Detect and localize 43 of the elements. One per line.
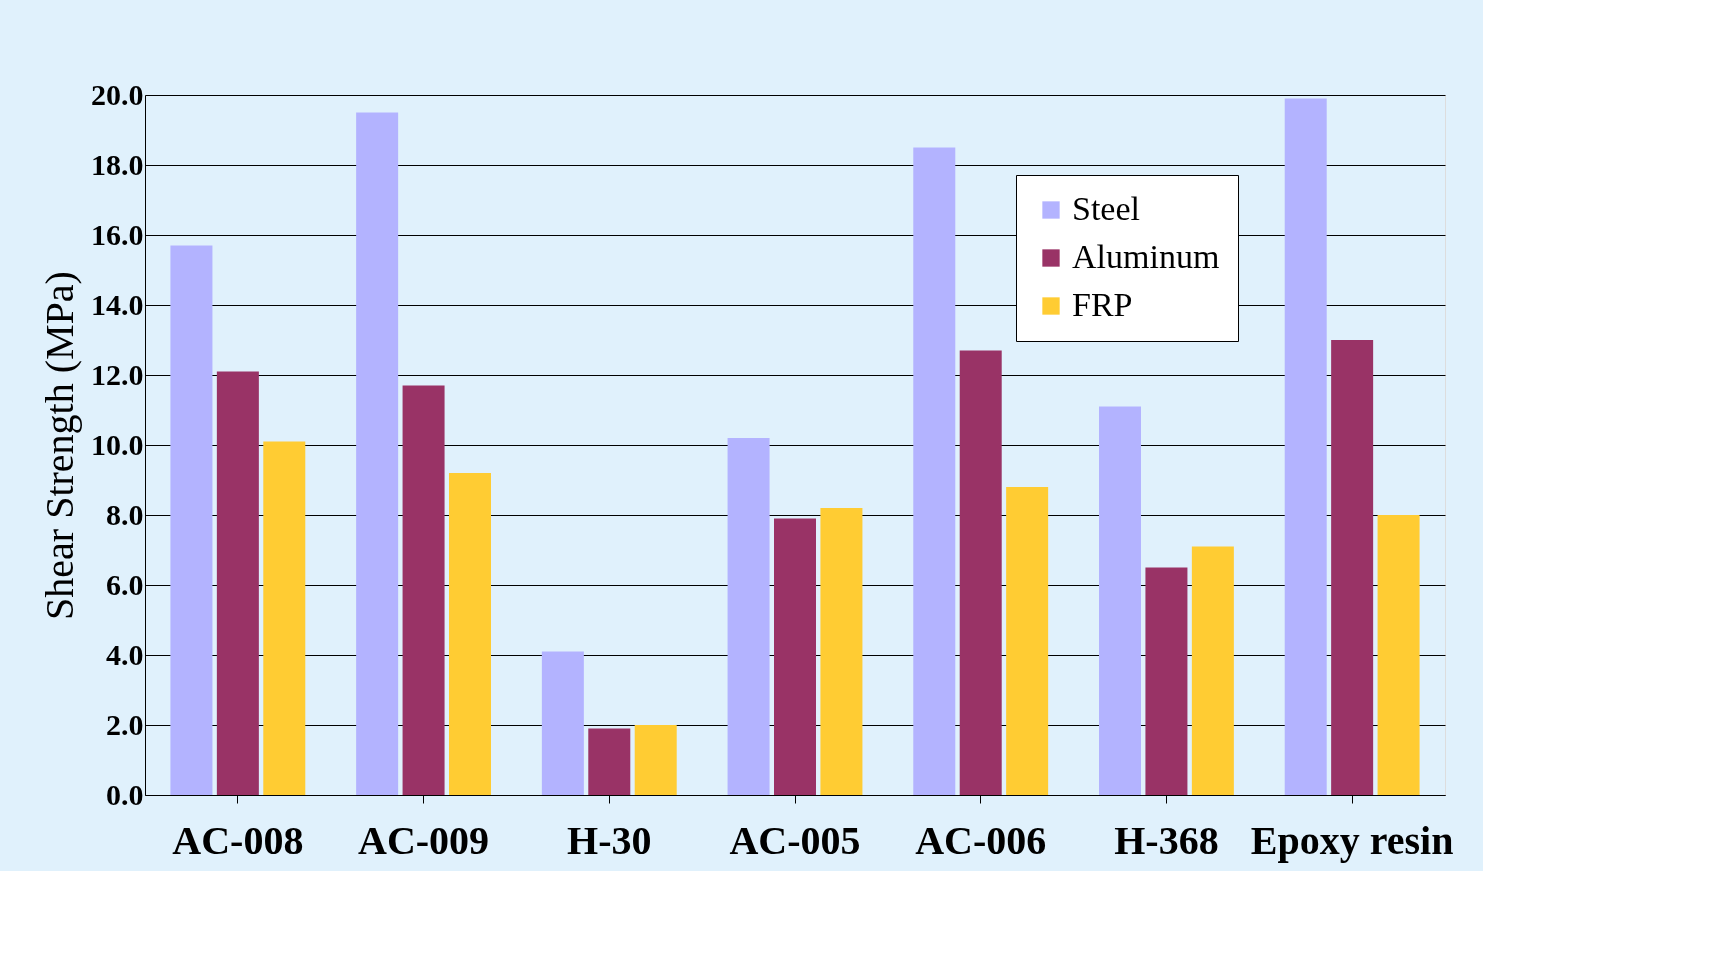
y-tick-label: 6.0 bbox=[106, 567, 144, 601]
legend-label: FRP bbox=[1072, 286, 1133, 323]
bar bbox=[263, 441, 306, 795]
bar bbox=[774, 518, 816, 795]
bar bbox=[541, 651, 584, 795]
bar bbox=[216, 371, 259, 795]
legend-label: Steel bbox=[1072, 190, 1140, 227]
bar bbox=[1191, 546, 1234, 795]
bar bbox=[820, 508, 863, 795]
bar bbox=[1377, 515, 1420, 795]
x-tick-label: AC-008 bbox=[172, 817, 304, 863]
legend-label: Aluminum bbox=[1072, 238, 1220, 275]
x-tick-label: AC-009 bbox=[358, 817, 490, 863]
bar bbox=[727, 438, 770, 795]
y-tick-label: 20.0 bbox=[91, 77, 144, 111]
bar bbox=[1145, 567, 1188, 795]
bar bbox=[1006, 487, 1049, 795]
y-tick-label: 10.0 bbox=[91, 427, 144, 461]
bar bbox=[449, 473, 491, 795]
x-tick-label: Epoxy resin bbox=[1250, 817, 1454, 863]
y-tick-label: 14.0 bbox=[91, 287, 144, 321]
y-tick-label: 2.0 bbox=[106, 707, 144, 741]
x-tick-label: H-368 bbox=[1114, 817, 1219, 863]
y-tick-label: 0.0 bbox=[106, 777, 144, 811]
x-tick-label: H-30 bbox=[567, 817, 652, 863]
bar bbox=[1284, 98, 1327, 795]
bar bbox=[402, 385, 445, 795]
bar bbox=[1331, 340, 1374, 795]
bar bbox=[959, 350, 1002, 795]
y-tick-label: 12.0 bbox=[91, 357, 144, 391]
x-tick-label: AC-006 bbox=[915, 817, 1047, 863]
bar bbox=[1099, 406, 1141, 795]
bar bbox=[356, 112, 399, 795]
y-tick-label: 4.0 bbox=[106, 637, 144, 671]
y-tick-label: 18.0 bbox=[91, 147, 144, 181]
bar bbox=[170, 245, 213, 795]
y-axis-title: Shear Strength (MPa) bbox=[37, 271, 82, 620]
y-tick-label: 16.0 bbox=[91, 217, 144, 251]
bar bbox=[634, 725, 677, 795]
x-tick-label: AC-005 bbox=[729, 817, 861, 863]
y-tick-label: 8.0 bbox=[106, 497, 144, 531]
bar bbox=[913, 147, 956, 795]
bar bbox=[588, 728, 631, 795]
